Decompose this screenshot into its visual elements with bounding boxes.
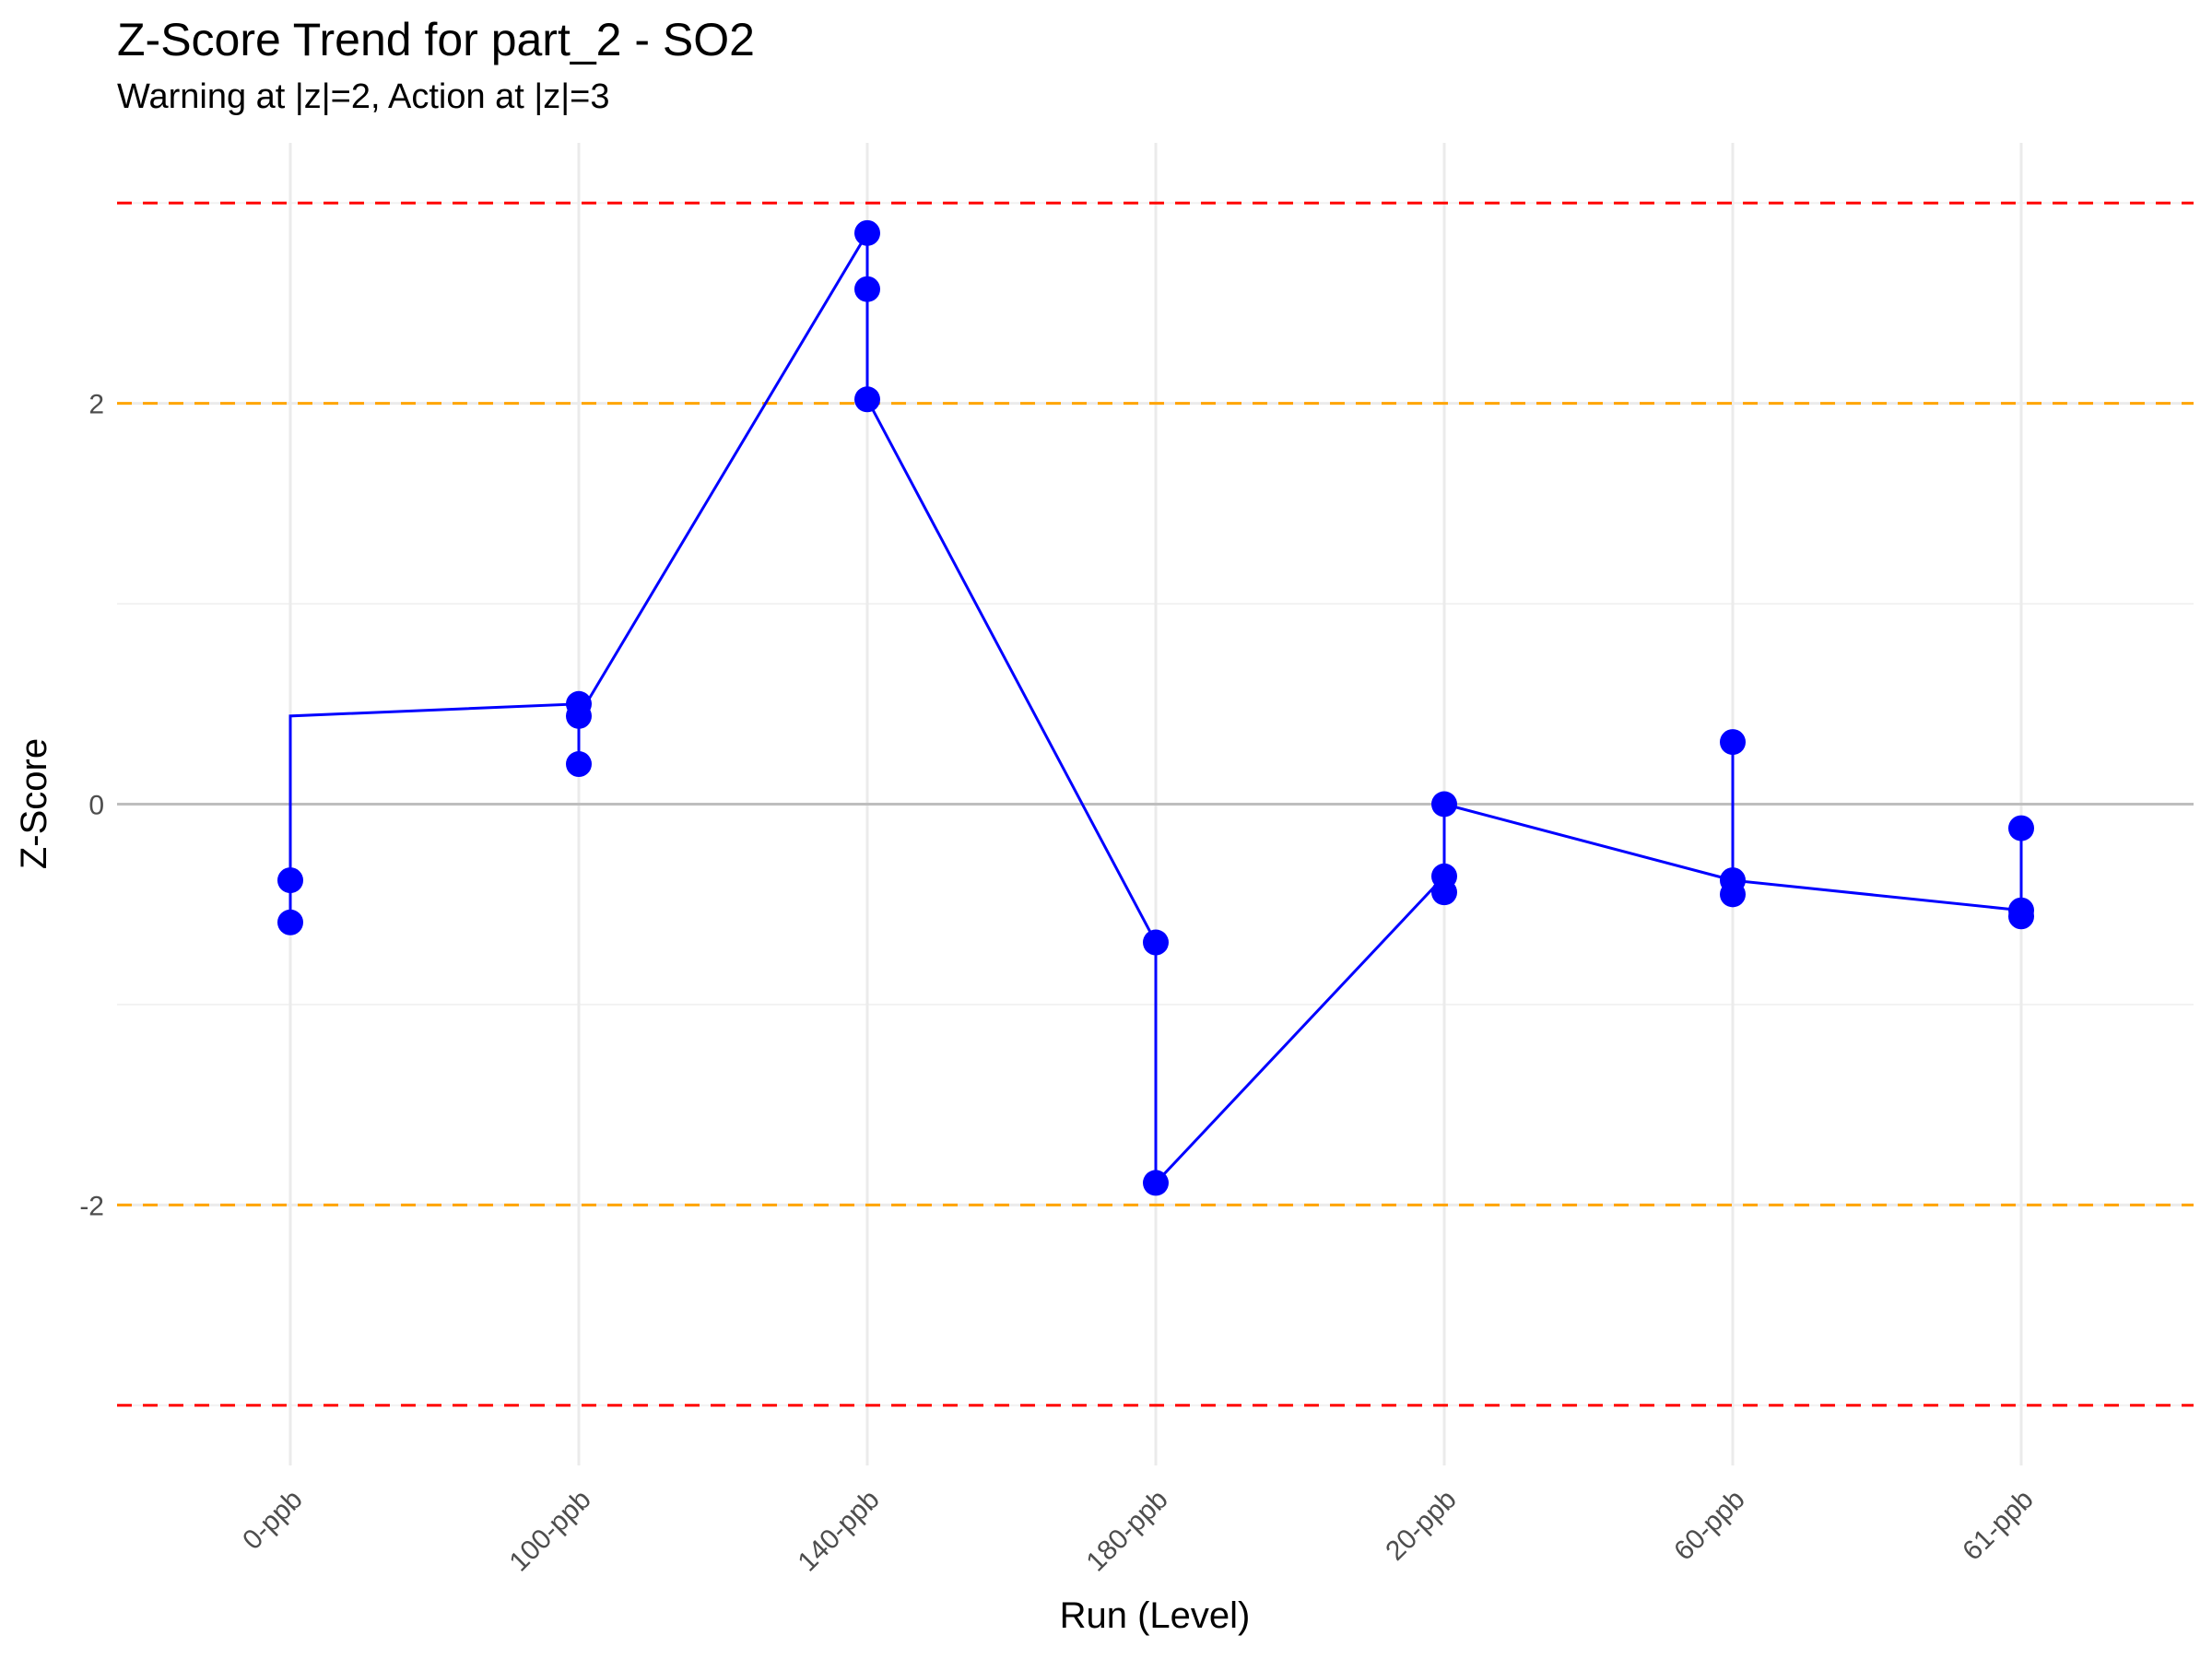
data-point (566, 751, 592, 778)
x-tick-label: 180-ppb (1080, 1484, 1173, 1577)
data-point (2008, 815, 2034, 841)
x-tick-label: 0-ppb (237, 1484, 309, 1556)
reference-lines (117, 201, 2194, 1407)
data-point (1720, 881, 1746, 908)
x-tick-label: 60-ppb (1668, 1484, 1750, 1566)
series-layer (277, 219, 2034, 1196)
data-point (854, 276, 880, 302)
x-tick-label: 20-ppb (1380, 1484, 1462, 1566)
data-point (1143, 929, 1169, 956)
data-point (566, 702, 592, 729)
x-tick-label: 100-ppb (503, 1484, 596, 1577)
y-axis-ticks: -2 0 2 (79, 390, 104, 1222)
y-axis-label: Z-Score (14, 738, 54, 869)
data-point (2008, 903, 2034, 930)
x-tick-label: 61-ppb (1957, 1484, 2039, 1566)
x-axis-ticks: 0-ppb 100-ppb 140-ppb 180-ppb 20-ppb 60-ppb 61… (237, 1484, 2040, 1577)
x-axis-label: Run (Level) (1060, 1595, 1251, 1636)
data-point (1143, 1170, 1169, 1196)
data-point (277, 867, 303, 894)
series-line (288, 228, 2023, 1187)
data-point (854, 219, 880, 246)
x-tick-label: 140-ppb (792, 1484, 885, 1577)
y-tick-label: 2 (88, 390, 104, 420)
chart-title: Z-Score Trend for part_2 - SO2 (117, 14, 755, 65)
y-tick-label: 0 (88, 791, 104, 821)
y-tick-label: -2 (79, 1191, 104, 1221)
data-point (1720, 729, 1746, 756)
data-point (1431, 879, 1457, 906)
data-point (277, 909, 303, 935)
chart-subtitle: Warning at |z|=2, Action at |z|=3 (117, 77, 610, 116)
data-point (854, 386, 880, 413)
data-point (1431, 791, 1457, 818)
